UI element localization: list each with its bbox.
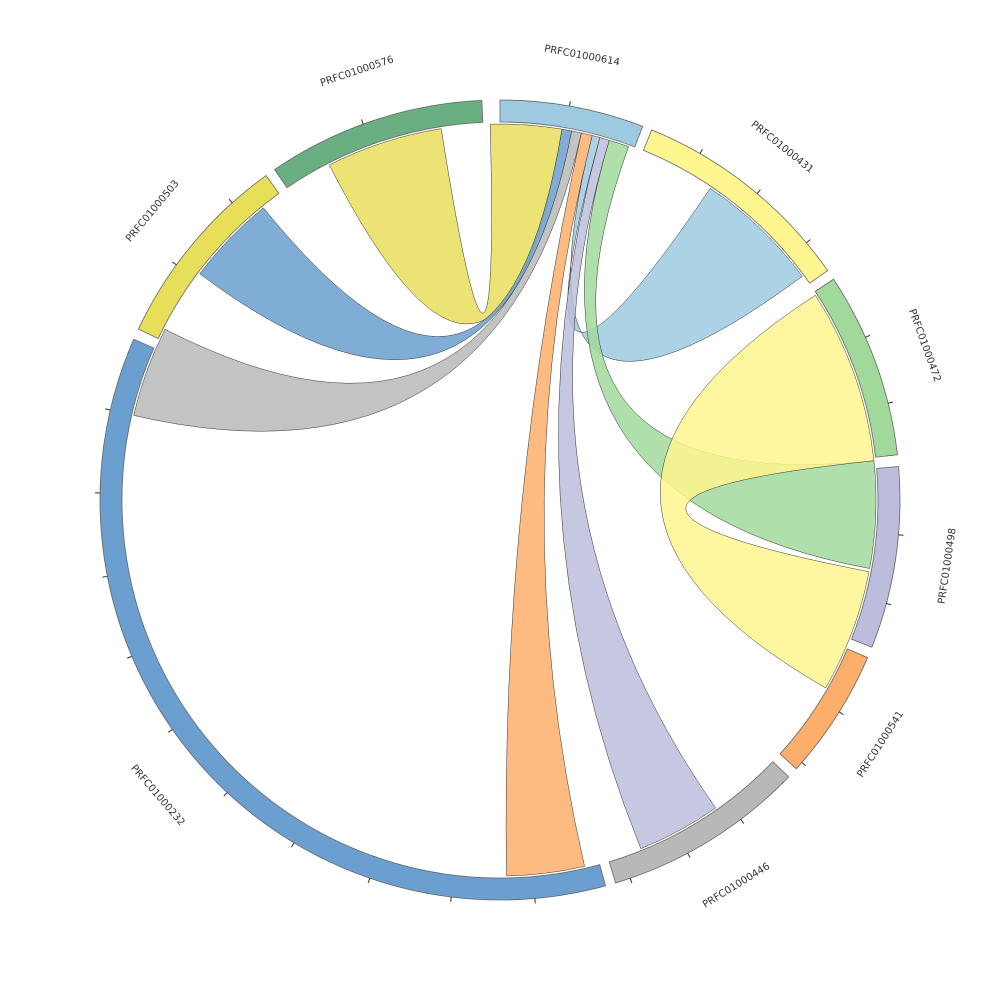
tick-s503-1	[228, 198, 233, 204]
tick-s232-7	[102, 575, 108, 578]
segment-label-s446: PRFC01000446	[701, 861, 772, 910]
segment-s614	[499, 99, 644, 148]
tick-s232-3	[290, 842, 295, 848]
tick-s446-2	[629, 878, 633, 884]
tick-s431-1	[756, 189, 761, 194]
tick-s541-0	[838, 711, 844, 716]
segment-s541	[779, 648, 869, 770]
segment-s431	[642, 129, 829, 284]
ribbon-s614-s498	[558, 137, 717, 849]
segment-label-s232: PRFC01000232	[128, 763, 186, 828]
tick-s232-2	[367, 878, 371, 884]
tick-s232-9	[105, 408, 111, 411]
ribbon-s232-s614	[133, 130, 582, 432]
tick-s614-0	[568, 101, 571, 107]
segment-layer	[99, 99, 901, 901]
tick-s232-6	[127, 655, 132, 659]
tick-s446-0	[740, 819, 745, 824]
segment-label-s431: PRFC01000431	[749, 119, 816, 175]
ribbon-s503-s614	[199, 128, 573, 360]
tick-s431-2	[806, 239, 811, 244]
tick-s431-0	[699, 149, 703, 154]
segment-s232	[99, 338, 607, 901]
segment-s503	[137, 175, 280, 339]
tick-layer	[95, 101, 904, 904]
tick-s472-1	[887, 401, 894, 404]
tick-s232-1	[450, 896, 452, 903]
segment-label-s614: PRFC01000614	[543, 44, 620, 69]
segment-s576	[274, 99, 484, 189]
tick-s576-0	[361, 119, 364, 125]
ribbon-s576-s614	[328, 123, 563, 325]
segment-s446	[608, 761, 790, 884]
tick-s498-1	[886, 603, 892, 606]
segment-s498	[850, 466, 901, 648]
segment-label-s472: PRFC01000472	[906, 308, 943, 384]
tick-s472-0	[865, 334, 871, 338]
tick-s446-1	[687, 852, 691, 858]
tick-s541-1	[801, 762, 806, 767]
ribbon-s614-s431	[567, 135, 803, 362]
segment-label-s503: PRFC01000503	[124, 178, 181, 244]
ribbon-s614-s472	[584, 139, 877, 569]
ribbon-layer	[133, 123, 877, 877]
segment-label-s576: PRFC01000576	[319, 54, 395, 89]
ribbon-s431-s472	[659, 294, 875, 689]
segment-label-s541: PRFC01000541	[855, 709, 906, 779]
ribbon-s446-s614	[505, 132, 593, 877]
tick-s503-0	[172, 261, 177, 266]
tick-s232-4	[223, 792, 228, 797]
tick-s232-5	[167, 729, 173, 733]
segment-s472	[814, 278, 898, 458]
segment-label-s498: PRFC01000498	[937, 527, 959, 604]
